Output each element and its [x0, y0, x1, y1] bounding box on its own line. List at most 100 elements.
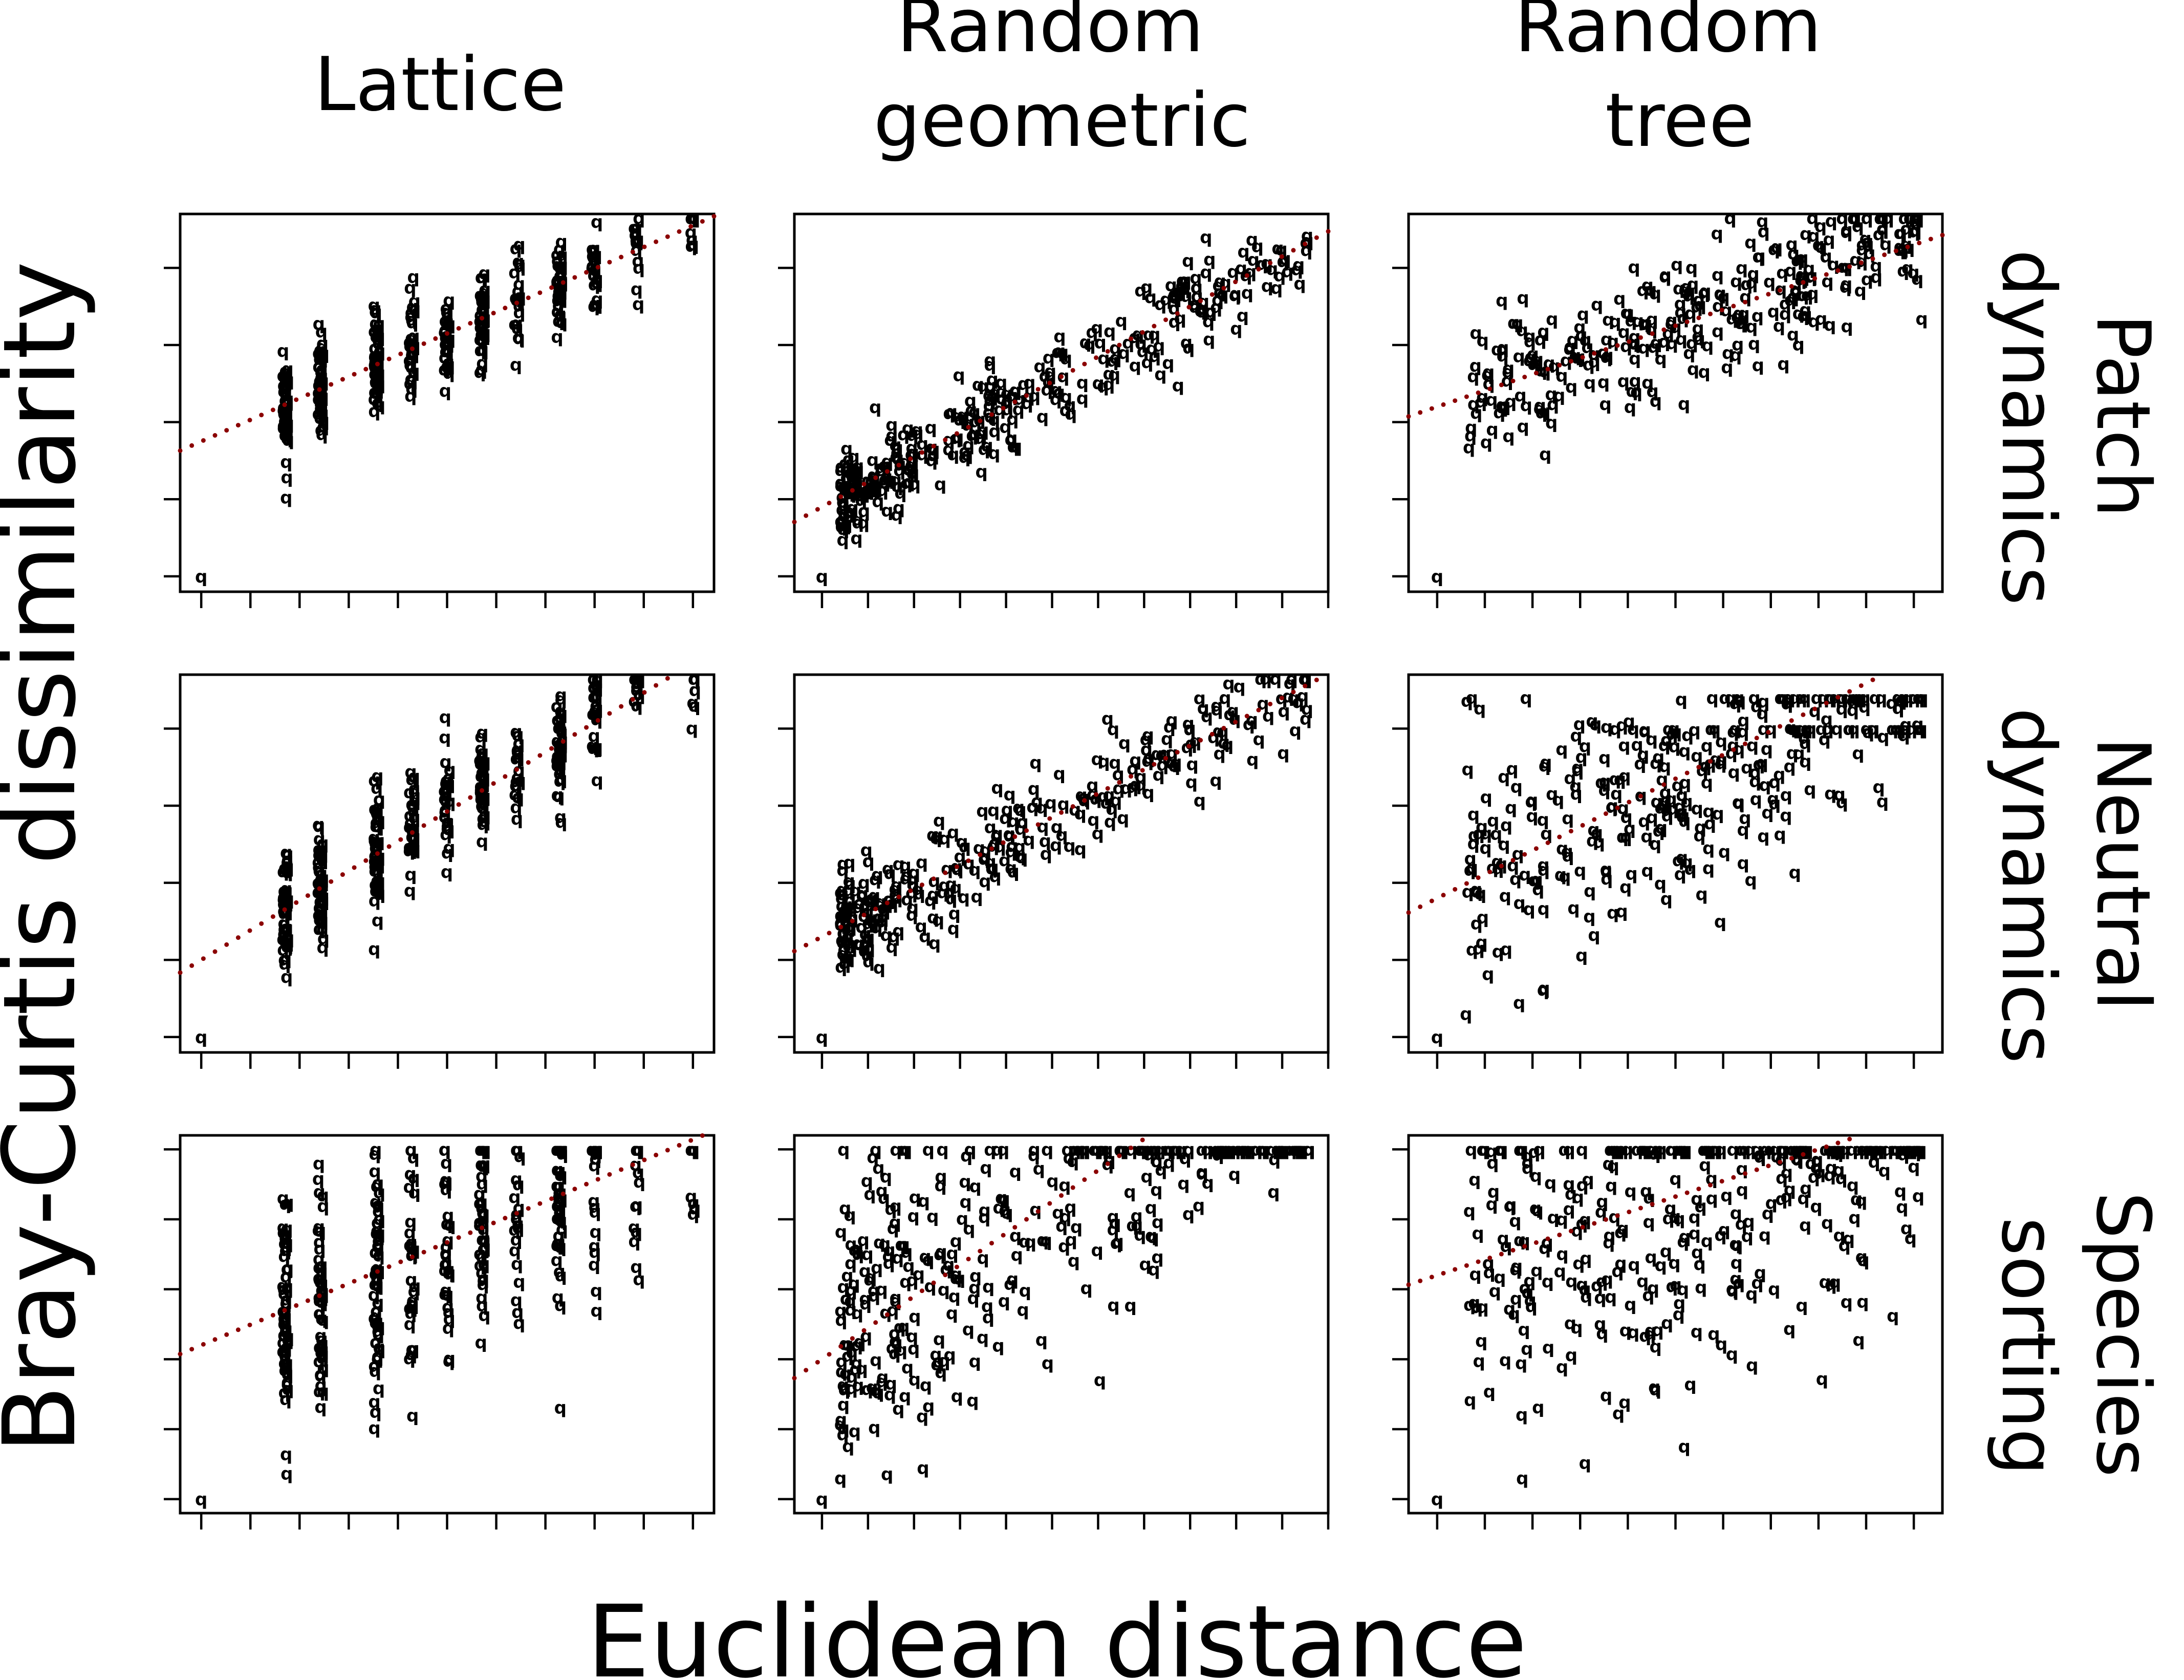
fit-line-dot [1024, 828, 1029, 833]
fit-line-dot [642, 690, 647, 695]
data-point: q [882, 858, 894, 879]
data-point: q [1036, 1230, 1049, 1251]
data-point: q [281, 1374, 293, 1394]
data-point: q [964, 1139, 976, 1160]
data-point: q [277, 381, 290, 401]
data-point: q [1564, 1313, 1576, 1333]
data-point: q [1900, 1218, 1913, 1239]
data-point: q [404, 1212, 417, 1232]
data-point: q [1678, 1437, 1691, 1457]
fit-line-dot [1047, 1201, 1052, 1206]
data-point: q [1477, 1139, 1489, 1160]
fit-line-dot [1731, 1175, 1736, 1180]
data-point: q [1702, 801, 1715, 822]
data-point: q [1182, 1139, 1195, 1160]
fit-line-dot [1268, 701, 1273, 706]
data-point: q [1147, 1139, 1159, 1160]
fit-line-dot [1453, 887, 1458, 892]
data-point: q [313, 1239, 326, 1259]
fit-line-dot [375, 1269, 380, 1274]
data-point: q [1431, 1027, 1443, 1048]
fit-line-dot [989, 1241, 994, 1246]
fit-line-dot [1533, 846, 1539, 851]
data-point: q [316, 394, 328, 415]
data-point: q [1029, 753, 1042, 773]
data-point: q [1759, 775, 1771, 795]
data-point: q [1632, 311, 1644, 332]
fit-line-dot [1719, 753, 1724, 758]
data-point: q [1151, 1247, 1163, 1267]
fit-line-dot [1801, 1152, 1806, 1157]
fit-line-dot [1661, 782, 1667, 787]
data-point: q [1601, 717, 1613, 738]
fit-line-dot [1743, 1171, 1748, 1176]
fit-line-dot [282, 402, 287, 407]
data-point: q [688, 696, 700, 716]
fit-line-dot [1233, 279, 1238, 285]
fit-line-dot [665, 676, 670, 681]
data-point: q [1836, 792, 1848, 812]
data-point: q [1028, 779, 1040, 800]
data-point: q [315, 368, 327, 388]
panel: qqqqqqqqqqqqqqqqqqqqqqqqqqqqqqqqqqqqqqqq… [164, 669, 716, 1069]
data-point: q [1035, 1330, 1048, 1350]
fit-line-dot [1545, 840, 1550, 845]
fit-line-dot [1592, 351, 1597, 356]
fit-line-dot [989, 412, 994, 417]
data-point: q [511, 1254, 523, 1275]
data-point: q [962, 1319, 975, 1340]
fit-line-dot [329, 1288, 334, 1294]
data-point: q [1587, 820, 1599, 840]
data-point: q [1698, 283, 1710, 303]
data-point: q [1108, 364, 1120, 385]
data-point: q [312, 343, 325, 363]
data-point: q [1777, 688, 1789, 708]
data-point: q [1799, 1215, 1811, 1236]
data-point: q [514, 1146, 526, 1167]
data-point: q [892, 1398, 904, 1419]
fit-line-dot [654, 1152, 659, 1157]
fit-line-dot [1708, 1182, 1713, 1188]
fit-line-dot [1801, 712, 1806, 717]
fit-line-dot [1464, 1263, 1469, 1268]
data-point: q [373, 1225, 385, 1246]
fit-line-dot [1510, 857, 1516, 863]
data-point: q [1050, 835, 1062, 856]
data-point: q [1909, 221, 1921, 241]
data-point: q [885, 937, 898, 957]
data-point: q [512, 327, 524, 348]
data-point: q [1028, 1145, 1040, 1166]
data-point: q [1472, 1223, 1484, 1244]
data-point: q [473, 1215, 486, 1235]
data-point: q [280, 362, 293, 382]
fit-line-dot [1441, 402, 1446, 407]
fit-line-dot [317, 1293, 322, 1298]
data-point: q [1821, 1213, 1833, 1234]
data-point: q [1525, 791, 1537, 812]
data-point: q [934, 475, 946, 495]
fit-line-dot [1070, 1185, 1075, 1190]
data-point: q [439, 1139, 451, 1160]
data-point: q [316, 424, 328, 445]
data-point: q [1661, 806, 1674, 826]
data-point: q [1790, 279, 1802, 299]
data-point: q [1770, 237, 1783, 257]
data-point: q [314, 393, 327, 414]
data-point: q [1537, 855, 1549, 876]
data-point: q [1516, 1469, 1528, 1489]
data-point: q [1163, 717, 1176, 737]
data-point: q [873, 958, 885, 978]
fit-line-dot [1673, 1194, 1678, 1199]
data-point: q [280, 372, 292, 392]
data-point: q [554, 1397, 567, 1418]
fit-line-dot [201, 1342, 206, 1347]
data-point: q [1534, 330, 1547, 350]
data-point: q [1505, 798, 1517, 818]
data-point: q [279, 372, 292, 393]
fit-line-dot [1441, 893, 1446, 898]
data-point: q [1036, 407, 1049, 427]
data-point: q [1163, 1153, 1175, 1173]
fit-line-dot [1035, 386, 1041, 392]
